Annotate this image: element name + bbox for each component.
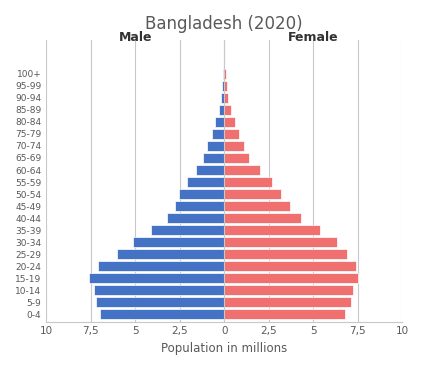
Bar (224, 69, 226, 79)
Bar (117, 249, 224, 259)
Bar (167, 213, 224, 223)
Bar (212, 129, 224, 139)
Bar (151, 225, 224, 235)
Bar (224, 225, 321, 235)
Bar (94, 285, 224, 295)
Bar (222, 81, 224, 91)
Bar (196, 165, 224, 175)
Bar (224, 261, 356, 271)
Bar (219, 105, 224, 115)
Title: Bangladesh (2020): Bangladesh (2020) (145, 15, 303, 33)
X-axis label: Population in millions: Population in millions (161, 342, 287, 355)
Text: Male: Male (118, 31, 152, 44)
Bar (223, 69, 224, 79)
Bar (215, 117, 224, 127)
Bar (224, 285, 352, 295)
Bar (224, 213, 301, 223)
Bar (224, 177, 272, 187)
Bar (134, 237, 224, 247)
Bar (224, 237, 337, 247)
Bar (207, 141, 224, 151)
Bar (224, 105, 231, 115)
Bar (224, 189, 281, 199)
Bar (187, 177, 224, 187)
Bar (224, 309, 346, 319)
Bar (175, 201, 224, 211)
Bar (224, 297, 351, 307)
Bar (224, 249, 347, 259)
Bar (224, 93, 228, 103)
Bar (224, 153, 249, 163)
Bar (203, 153, 224, 163)
Bar (89, 273, 224, 283)
Bar (224, 81, 227, 91)
Text: Female: Female (288, 31, 339, 44)
Bar (224, 117, 235, 127)
Bar (96, 297, 224, 307)
Bar (224, 141, 244, 151)
Bar (98, 261, 224, 271)
Bar (100, 309, 224, 319)
Bar (224, 129, 240, 139)
Bar (179, 189, 224, 199)
Bar (224, 165, 260, 175)
Bar (224, 273, 358, 283)
Bar (221, 93, 224, 103)
Bar (224, 201, 290, 211)
